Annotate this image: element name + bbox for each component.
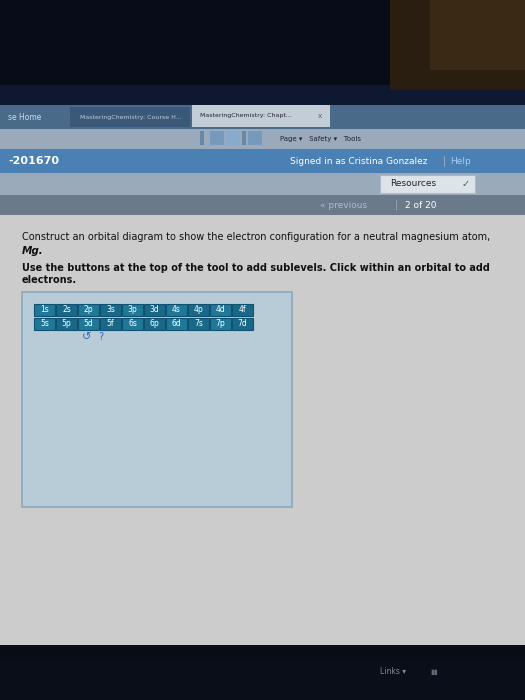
Bar — [122, 318, 143, 330]
Text: 4p: 4p — [194, 305, 203, 314]
Text: 3p: 3p — [128, 305, 138, 314]
Bar — [0, 0, 525, 105]
Bar — [56, 304, 77, 316]
Bar — [166, 318, 187, 330]
Text: 6s: 6s — [128, 319, 137, 328]
Bar — [192, 105, 330, 127]
Bar — [56, 318, 77, 330]
Bar — [248, 131, 262, 145]
Text: 3s: 3s — [106, 305, 115, 314]
Text: Page ▾   Safety ▾   Tools: Page ▾ Safety ▾ Tools — [280, 136, 361, 142]
Text: 7d: 7d — [238, 319, 247, 328]
Text: 3d: 3d — [150, 305, 160, 314]
Text: MasteringChemistry: Chapt...: MasteringChemistry: Chapt... — [200, 113, 292, 118]
Bar — [144, 318, 165, 330]
Text: 6p: 6p — [150, 319, 160, 328]
Bar — [430, 0, 525, 70]
Bar — [0, 173, 525, 195]
Bar — [188, 304, 209, 316]
Bar — [0, 195, 525, 215]
Bar — [0, 85, 525, 105]
Bar — [78, 304, 99, 316]
Bar — [0, 149, 525, 173]
Text: Links ▾: Links ▾ — [380, 668, 406, 676]
Bar — [34, 318, 55, 330]
Bar — [200, 131, 204, 145]
Bar — [188, 318, 209, 330]
Bar — [70, 107, 190, 127]
Bar — [166, 304, 187, 316]
Text: 2s: 2s — [62, 305, 71, 314]
Text: 4f: 4f — [239, 305, 246, 314]
Text: ▮▮: ▮▮ — [430, 669, 438, 675]
Text: « previous: « previous — [320, 200, 367, 209]
Text: 5d: 5d — [83, 319, 93, 328]
Text: ↺: ↺ — [82, 332, 91, 342]
Text: MasteringChemistry: Course H...: MasteringChemistry: Course H... — [80, 115, 182, 120]
Bar — [210, 318, 231, 330]
Text: se Home: se Home — [8, 113, 41, 122]
Bar — [242, 131, 246, 145]
Bar — [144, 304, 165, 316]
Text: -201670: -201670 — [8, 156, 59, 166]
Bar — [0, 215, 525, 645]
Bar — [232, 304, 253, 316]
Text: 7p: 7p — [216, 319, 225, 328]
Text: Construct an orbital diagram to show the electron configuration for a neutral ma: Construct an orbital diagram to show the… — [22, 232, 490, 242]
Text: 5p: 5p — [61, 319, 71, 328]
Text: 5f: 5f — [107, 319, 114, 328]
Bar — [22, 292, 292, 507]
Bar — [380, 175, 475, 193]
Bar — [390, 0, 525, 90]
Bar — [210, 304, 231, 316]
Text: Signed in as Cristina Gonzalez: Signed in as Cristina Gonzalez — [290, 157, 427, 165]
Text: ?: ? — [98, 332, 103, 342]
Text: ✓: ✓ — [462, 179, 470, 189]
Text: 5s: 5s — [40, 319, 49, 328]
Text: electrons.: electrons. — [22, 275, 77, 285]
Text: 7s: 7s — [194, 319, 203, 328]
Text: |: | — [395, 199, 398, 210]
Bar — [232, 318, 253, 330]
Text: 4s: 4s — [172, 305, 181, 314]
Bar — [210, 131, 224, 145]
Bar — [100, 304, 121, 316]
Text: 6d: 6d — [172, 319, 181, 328]
Bar — [100, 318, 121, 330]
Bar — [226, 131, 240, 145]
Text: 4d: 4d — [216, 305, 225, 314]
Bar — [0, 105, 525, 129]
Bar — [34, 304, 55, 316]
Bar — [0, 129, 525, 149]
Text: Help: Help — [450, 157, 471, 165]
Text: X: X — [318, 113, 322, 118]
Text: 1s: 1s — [40, 305, 49, 314]
Text: Mg.: Mg. — [22, 246, 44, 256]
Bar — [122, 304, 143, 316]
Text: Resources: Resources — [390, 179, 436, 188]
Bar — [78, 318, 99, 330]
Text: |: | — [443, 156, 446, 167]
Bar — [0, 660, 525, 700]
Text: 2p: 2p — [83, 305, 93, 314]
Bar — [0, 645, 525, 700]
Text: Use the buttons at the top of the tool to add sublevels. Click within an orbital: Use the buttons at the top of the tool t… — [22, 263, 490, 273]
Text: 2 of 20: 2 of 20 — [405, 200, 436, 209]
